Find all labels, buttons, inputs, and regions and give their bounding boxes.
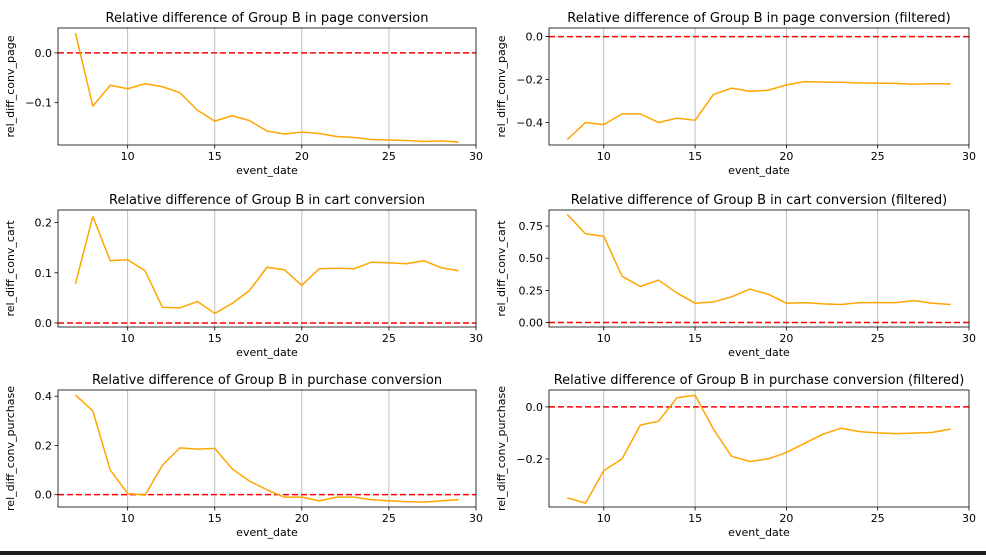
x-axis-label: event_date xyxy=(236,346,298,359)
x-axis-label: event_date xyxy=(728,164,790,177)
y-axis-label: rel_diff_conv_page xyxy=(495,35,508,137)
x-tick-label: 25 xyxy=(871,150,885,163)
y-axis-label: rel_diff_conv_cart xyxy=(495,220,508,317)
subplot-title: Relative difference of Group B in purcha… xyxy=(554,373,965,388)
x-tick-label: 10 xyxy=(121,150,135,163)
x-tick-label: 20 xyxy=(295,512,309,525)
y-axis-label: rel_diff_conv_purchase xyxy=(4,386,17,511)
subplot-title: Relative difference of Group B in page c… xyxy=(106,11,429,26)
series-line xyxy=(74,394,459,503)
axes-frame xyxy=(57,27,477,146)
axes-frame xyxy=(57,209,477,328)
subplot-5: Relative difference of Group B in purcha… xyxy=(4,373,483,539)
y-tick-label: 0.0 xyxy=(35,317,53,330)
subplot-4: Relative difference of Group B in cart c… xyxy=(495,193,976,359)
y-tick-label: 0.0 xyxy=(35,489,53,502)
x-axis-label: event_date xyxy=(236,526,298,539)
y-tick-label: −0.2 xyxy=(516,453,543,466)
x-tick-label: 10 xyxy=(121,512,135,525)
x-axis-label: event_date xyxy=(728,346,790,359)
subplot-2: Relative difference of Group B in page c… xyxy=(495,11,976,177)
y-tick-label: 0.0 xyxy=(35,47,53,60)
x-tick-label: 25 xyxy=(382,150,396,163)
x-tick-label: 30 xyxy=(962,150,976,163)
series-line xyxy=(567,394,951,504)
subplot-title: Relative difference of Group B in cart c… xyxy=(109,193,425,208)
x-tick-label: 20 xyxy=(295,150,309,163)
x-tick-label: 15 xyxy=(688,512,702,525)
y-tick-label: 0.2 xyxy=(35,217,53,230)
x-axis-label: event_date xyxy=(236,164,298,177)
y-tick-label: 0.1 xyxy=(35,267,53,280)
series-line xyxy=(566,80,951,141)
x-tick-label: 15 xyxy=(208,512,222,525)
y-tick-label: 0.0 xyxy=(526,31,544,44)
y-tick-label: 0.25 xyxy=(519,284,544,297)
y-axis-label: rel_diff_conv_cart xyxy=(4,220,17,317)
y-tick-label: −0.4 xyxy=(516,116,543,129)
subplot-title: Relative difference of Group B in cart c… xyxy=(571,193,947,208)
y-tick-label: 0.4 xyxy=(35,390,53,403)
y-tick-label: −0.2 xyxy=(516,74,543,87)
x-tick-label: 15 xyxy=(208,332,222,345)
x-tick-label: 25 xyxy=(871,332,885,345)
subplot-3: Relative difference of Group B in cart c… xyxy=(4,193,483,359)
x-tick-label: 30 xyxy=(469,150,483,163)
subplot-1: Relative difference of Group B in page c… xyxy=(4,11,483,177)
x-tick-label: 15 xyxy=(688,150,702,163)
x-tick-label: 25 xyxy=(382,332,396,345)
x-tick-label: 30 xyxy=(962,332,976,345)
y-tick-label: 0.75 xyxy=(519,220,544,233)
axes-frame xyxy=(548,389,970,508)
subplot-title: Relative difference of Group B in purcha… xyxy=(92,373,442,388)
x-tick-label: 10 xyxy=(597,332,611,345)
x-tick-label: 20 xyxy=(779,150,793,163)
x-tick-label: 15 xyxy=(208,150,222,163)
x-tick-label: 10 xyxy=(597,512,611,525)
y-tick-label: −0.1 xyxy=(25,97,52,110)
subplot-6: Relative difference of Group B in purcha… xyxy=(495,373,976,539)
window-bottom-edge xyxy=(0,551,986,555)
axes-frame xyxy=(548,209,970,328)
y-axis-label: rel_diff_conv_page xyxy=(4,35,17,137)
x-tick-label: 20 xyxy=(295,332,309,345)
x-axis-label: event_date xyxy=(728,526,790,539)
y-tick-label: 0.2 xyxy=(35,439,53,452)
x-tick-label: 30 xyxy=(469,332,483,345)
axes-frame xyxy=(57,389,477,508)
y-axis-label: rel_diff_conv_purchase xyxy=(495,386,508,511)
x-tick-label: 20 xyxy=(779,332,793,345)
y-tick-label: 0.00 xyxy=(519,317,544,330)
x-tick-label: 20 xyxy=(779,512,793,525)
y-tick-label: 0.50 xyxy=(519,252,544,265)
x-tick-label: 10 xyxy=(121,332,135,345)
series-line xyxy=(74,215,459,315)
x-tick-label: 30 xyxy=(469,512,483,525)
series-line xyxy=(566,213,951,306)
x-tick-label: 25 xyxy=(382,512,396,525)
y-tick-label: 0.0 xyxy=(526,401,544,414)
axes-frame xyxy=(548,27,970,146)
x-tick-label: 25 xyxy=(871,512,885,525)
x-tick-label: 10 xyxy=(597,150,611,163)
x-tick-label: 30 xyxy=(962,512,976,525)
series-line xyxy=(74,32,459,143)
x-tick-label: 15 xyxy=(688,332,702,345)
subplot-title: Relative difference of Group B in page c… xyxy=(567,11,950,26)
